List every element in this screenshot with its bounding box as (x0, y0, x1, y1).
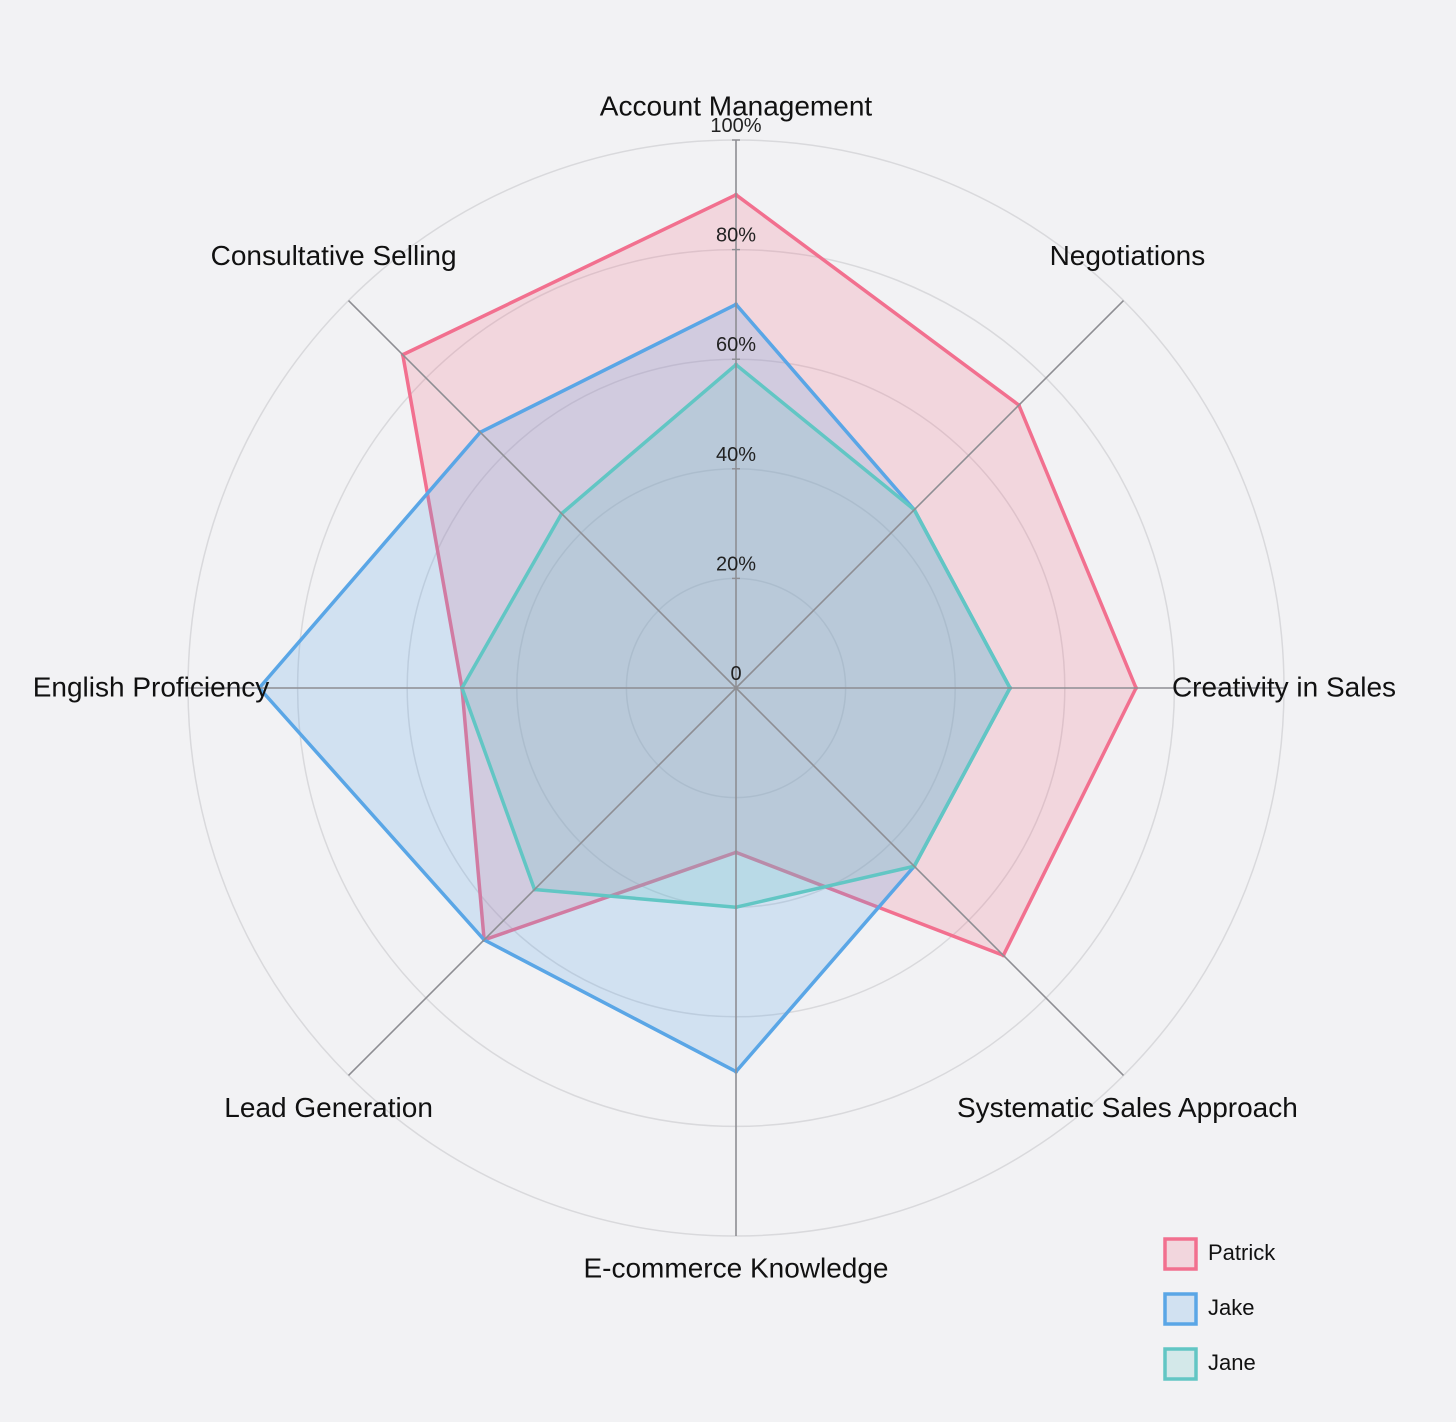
radial-tick-label-80: 80% (716, 225, 756, 247)
category-label-account-management: Account Management (600, 90, 873, 121)
spoke-systematic-sales-approach (735, 687, 1125, 1077)
radial-tick-label-100: 100% (710, 115, 761, 137)
radar-spokes (188, 139, 1284, 1236)
legend-item-patrick[interactable]: Patrick (1163, 1237, 1276, 1271)
radial-tick-label-20: 20% (716, 553, 756, 575)
spoke-negotiations (735, 299, 1125, 689)
spoke-consultative-selling (347, 299, 737, 689)
category-label-creativity-in-sales: Creativity in Sales (1172, 671, 1396, 702)
legend-swatch-jane (1163, 1347, 1198, 1381)
legend-label-jake: Jake (1208, 1295, 1254, 1320)
legend-swatch-jake (1163, 1292, 1198, 1326)
legend-swatch-patrick (1163, 1237, 1198, 1271)
legend-label-patrick: Patrick (1208, 1240, 1276, 1265)
category-label-consultative-selling: Consultative Selling (211, 240, 457, 271)
legend-label-jane: Jane (1208, 1350, 1256, 1375)
category-label-english-proficiency: English Proficiency (33, 671, 270, 702)
radial-tick-labels: 0 20% 40% 60% 80% 100% (710, 115, 761, 685)
legend-item-jake[interactable]: Jake (1163, 1292, 1254, 1326)
radial-tick-label-0: 0 (730, 663, 741, 685)
category-label-negotiations: Negotiations (1050, 240, 1206, 271)
radial-tick-label-60: 60% (716, 334, 756, 356)
radial-tick-label-40: 40% (716, 444, 756, 466)
category-label-lead-generation: Lead Generation (224, 1092, 433, 1123)
radar-series (257, 192, 1139, 1074)
spoke-lead-generation (347, 687, 737, 1077)
legend-item-jane[interactable]: Jane (1163, 1347, 1256, 1381)
category-label-systematic-sales-approach: Systematic Sales Approach (957, 1092, 1298, 1123)
legend: Patrick Jake Jane (1163, 1237, 1276, 1381)
category-label-e-commerce-knowledge: E-commerce Knowledge (583, 1252, 888, 1283)
category-labels: Account Management Negotiations Creativity… (33, 90, 1396, 1283)
